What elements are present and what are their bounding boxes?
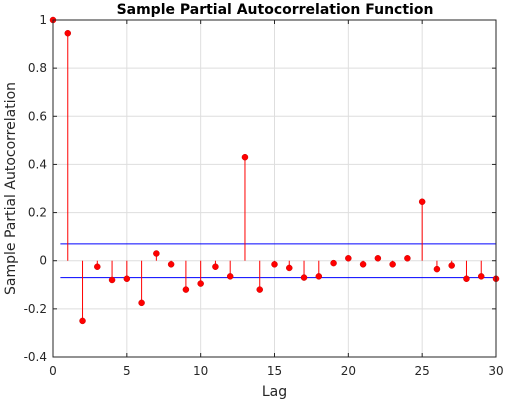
- stem-marker: [286, 264, 293, 272]
- stem-marker: [315, 273, 323, 280]
- x-axis-ticks: 0 5 10 15 20 25 30: [49, 20, 504, 378]
- y-tick-label: 0.2: [28, 206, 47, 220]
- y-axis-label: Sample Partial Autocorrelation: [3, 82, 19, 295]
- stem-marker: [94, 263, 101, 270]
- stem-marker: [433, 265, 441, 273]
- stem-marker: [182, 286, 190, 293]
- y-tick-label: 0: [39, 254, 47, 268]
- x-tick-label: 20: [341, 364, 356, 378]
- y-tick-label: 0.4: [28, 157, 47, 171]
- x-tick-label: 25: [415, 364, 430, 378]
- stem-marker: [64, 29, 72, 37]
- stem-marker: [345, 255, 352, 262]
- x-tick-label: 30: [488, 364, 503, 378]
- stem-marker: [300, 274, 308, 281]
- markers: [49, 16, 500, 325]
- y-tick-label: -0.4: [24, 350, 47, 364]
- stem-marker: [79, 317, 86, 325]
- y-tick-label: 0.8: [28, 61, 47, 75]
- y-axis-ticks: -0.4 -0.2 0 0.2 0.4 0.6 0.8 1: [24, 13, 496, 364]
- stem-marker: [359, 261, 367, 268]
- stem-marker: [138, 299, 145, 307]
- stem-marker: [123, 275, 131, 283]
- stem-marker: [448, 262, 455, 269]
- y-tick-label: 0.6: [28, 109, 47, 123]
- x-tick-label: 15: [267, 364, 282, 378]
- x-tick-label: 10: [193, 364, 208, 378]
- stem-marker: [418, 198, 426, 205]
- confidence-bounds: [60, 243, 496, 279]
- stem-marker: [197, 280, 204, 287]
- stem-marker: [271, 261, 278, 268]
- stem-marker: [256, 286, 263, 293]
- stem-marker: [477, 273, 485, 280]
- stem-marker: [226, 273, 234, 280]
- stem-marker: [404, 255, 411, 262]
- y-tick-label: -0.2: [24, 302, 47, 316]
- plot-area: [49, 16, 500, 358]
- stem-marker: [241, 153, 249, 161]
- x-tick-label: 0: [49, 364, 57, 378]
- stem-marker: [330, 259, 337, 267]
- stem-marker: [374, 255, 382, 262]
- stem-marker: [167, 261, 175, 268]
- stem-marker: [212, 263, 219, 270]
- stem-marker: [153, 250, 160, 257]
- chart-title: Sample Partial Autocorrelation Function: [117, 2, 434, 18]
- x-axis-label: Lag: [262, 384, 287, 400]
- stem-marker: [389, 261, 396, 268]
- stem-marker: [108, 276, 116, 284]
- stem-marker: [463, 275, 470, 283]
- y-tick-label: 1: [39, 13, 47, 27]
- x-tick-label: 5: [123, 364, 131, 378]
